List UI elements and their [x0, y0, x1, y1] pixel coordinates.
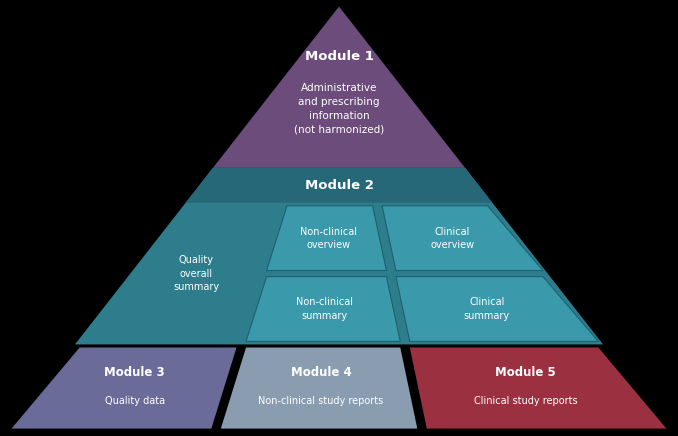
Polygon shape: [410, 347, 666, 429]
Text: Module 2: Module 2: [304, 179, 374, 192]
Text: Non-clinical
summary: Non-clinical summary: [296, 297, 353, 320]
Polygon shape: [80, 206, 277, 341]
Polygon shape: [12, 347, 237, 429]
Text: Module 3: Module 3: [104, 366, 165, 379]
Polygon shape: [186, 168, 492, 203]
Polygon shape: [246, 277, 400, 341]
Polygon shape: [382, 206, 543, 270]
Polygon shape: [213, 7, 465, 168]
Polygon shape: [221, 347, 418, 429]
Text: Clinical
overview: Clinical overview: [430, 227, 474, 250]
Text: Quality
overall
summary: Quality overall summary: [173, 255, 219, 292]
Text: Module 4: Module 4: [291, 366, 351, 379]
Text: Non-clinical study reports: Non-clinical study reports: [258, 396, 384, 406]
Text: Quality data: Quality data: [104, 396, 165, 406]
Text: Administrative
and prescribing
information
(not harmonized): Administrative and prescribing informati…: [294, 83, 384, 135]
Polygon shape: [396, 277, 598, 341]
Text: Module 1: Module 1: [304, 50, 374, 63]
Polygon shape: [75, 168, 603, 344]
Text: Clinical study reports: Clinical study reports: [473, 396, 577, 406]
Text: Non-clinical
overview: Non-clinical overview: [300, 227, 357, 250]
Text: Module 5: Module 5: [495, 366, 556, 379]
Polygon shape: [266, 206, 386, 270]
Text: Clinical
summary: Clinical summary: [464, 297, 510, 320]
